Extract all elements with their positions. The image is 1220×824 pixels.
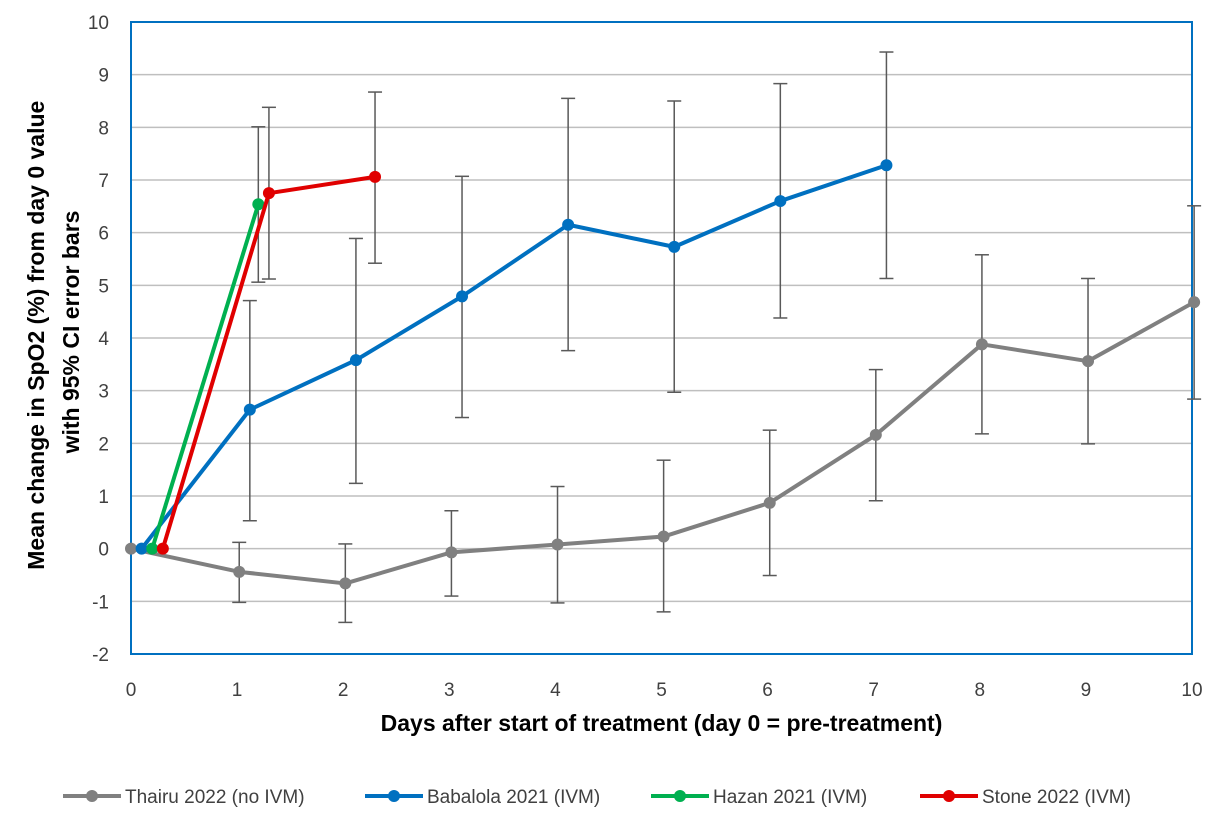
legend-item: Thairu 2022 (no IVM)	[63, 787, 305, 808]
data-point	[551, 538, 564, 551]
x-axis-title: Days after start of treatment (day 0 = p…	[381, 710, 943, 736]
x-tick-label: 2	[338, 680, 349, 701]
data-point	[445, 546, 458, 559]
x-tick-label: 1	[232, 680, 243, 701]
legend-label: Stone 2022 (IVM)	[982, 787, 1131, 808]
y-tick-label: 4	[98, 329, 109, 350]
data-point	[1082, 355, 1095, 368]
series-2	[135, 159, 893, 555]
y-tick-label: 2	[98, 434, 109, 455]
y-tick-label: -1	[92, 592, 109, 613]
legend-label: Babalola 2021 (IVM)	[427, 787, 600, 808]
series-1	[125, 296, 1201, 590]
series-4	[156, 170, 382, 555]
x-tick-label: 8	[975, 680, 986, 701]
data-point	[869, 428, 882, 441]
y-tick-label: 5	[98, 276, 109, 297]
data-point	[156, 542, 169, 555]
data-point	[339, 577, 352, 590]
data-point	[146, 542, 159, 555]
series-line	[140, 163, 888, 550]
data-point	[763, 496, 776, 509]
x-tick-label: 3	[444, 680, 455, 701]
y-tick-label: -2	[92, 645, 109, 666]
series-line	[150, 203, 261, 550]
x-tick-label: 0	[126, 680, 137, 701]
y-tick-label: 8	[98, 118, 109, 139]
data-point	[657, 530, 670, 543]
plot-area-border	[130, 21, 1193, 655]
y-tick-label: 3	[98, 382, 109, 403]
x-tick-label: 5	[656, 680, 667, 701]
x-tick-label: 7	[868, 680, 879, 701]
data-point	[880, 159, 893, 172]
data-point	[233, 565, 246, 578]
legend-item: Stone 2022 (IVM)	[920, 787, 1131, 808]
series-3	[146, 198, 265, 555]
y-axis-title-line-2: with 95% CI error bars	[58, 211, 84, 455]
legend-swatch-marker	[388, 790, 400, 802]
data-point	[262, 187, 275, 200]
data-point	[456, 290, 469, 303]
x-tick-label: 10	[1181, 680, 1202, 701]
legend-item: Babalola 2021 (IVM)	[365, 787, 600, 808]
y-tick-label: 10	[88, 13, 109, 34]
data-point	[369, 170, 382, 183]
data-point	[668, 240, 681, 253]
data-point	[975, 338, 988, 351]
x-tick-label: 6	[762, 680, 773, 701]
legend: Thairu 2022 (no IVM) Babalola 2021 (IVM) H…	[63, 787, 1131, 808]
data-point	[774, 195, 787, 208]
data-point	[125, 542, 137, 555]
legend-swatch-marker	[674, 790, 686, 802]
x-tick-label: 4	[550, 680, 561, 701]
legend-label: Thairu 2022 (no IVM)	[125, 787, 305, 808]
legend-item: Hazan 2021 (IVM)	[651, 787, 867, 808]
y-axis-title-line-1: Mean change in SpO2 (%) from day 0 value	[23, 101, 49, 570]
legend-swatch-marker	[943, 790, 955, 802]
data-point	[349, 354, 362, 367]
y-tick-label: 1	[98, 487, 109, 508]
y-tick-label: 0	[98, 540, 109, 561]
y-tick-label: 9	[98, 66, 109, 87]
x-tick-label: 9	[1081, 680, 1092, 701]
data-point	[562, 218, 575, 231]
data-point	[243, 403, 256, 416]
data-point	[1188, 296, 1201, 309]
legend-swatch-marker	[86, 790, 98, 802]
data-point	[252, 198, 265, 211]
y-tick-label: 7	[98, 171, 109, 192]
y-axis-title: Mean change in SpO2 (%) from day 0 value…	[23, 94, 84, 569]
data-point	[135, 542, 148, 555]
legend-label: Hazan 2021 (IVM)	[713, 787, 867, 808]
y-tick-label: 6	[98, 224, 109, 245]
